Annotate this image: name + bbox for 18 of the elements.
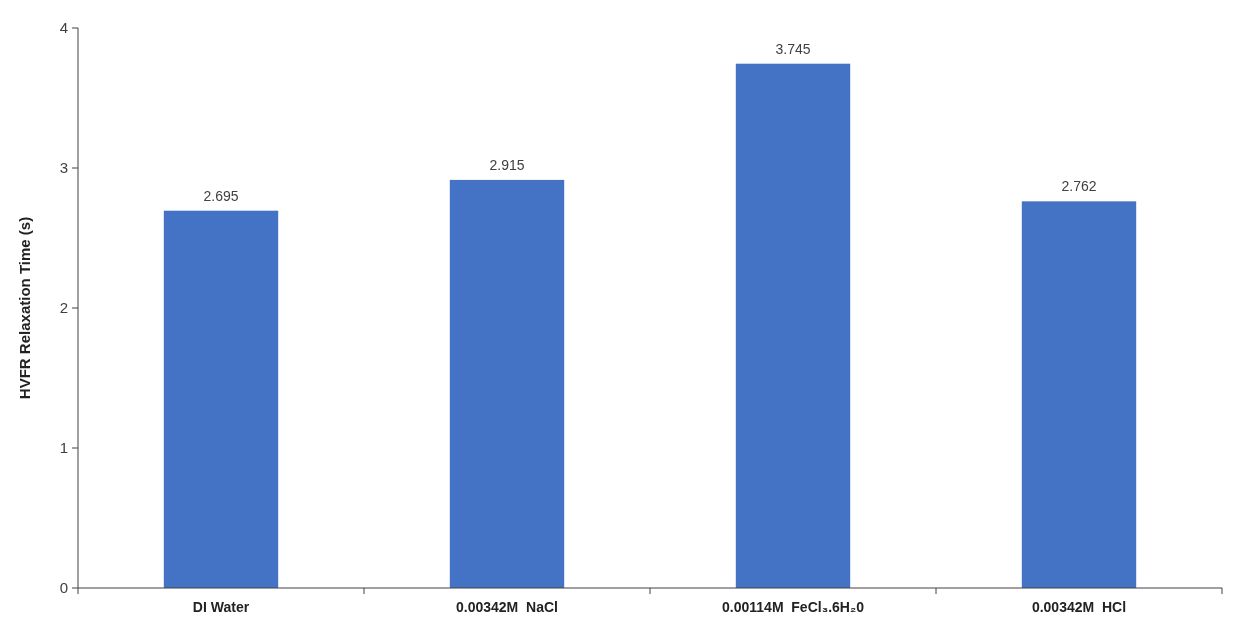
x-tick-label: 0.00342M NaCl: [456, 599, 558, 615]
bar: [1021, 201, 1137, 588]
y-tick-label: 1: [59, 439, 68, 457]
bar: [735, 63, 851, 588]
bar: [163, 210, 279, 588]
y-tick-label: 0: [59, 579, 68, 597]
x-tick-label: DI Water: [192, 599, 250, 615]
data-label: 2.695: [203, 187, 239, 204]
data-label: 2.915: [489, 156, 525, 173]
x-tick-label: 0.00342M HCl: [1031, 599, 1127, 615]
x-tick-label: 0.00114M FeCl₃.6H₂0: [722, 599, 865, 615]
y-tick-label: 4: [59, 19, 68, 37]
y-axis-title: HVFR Relaxation Time (s): [16, 216, 33, 400]
data-label: 2.762: [1061, 178, 1097, 195]
y-tick-label: 3: [59, 159, 68, 177]
y-tick-label: 2: [59, 299, 68, 317]
data-label: 3.745: [775, 40, 811, 57]
bar: [449, 179, 565, 588]
